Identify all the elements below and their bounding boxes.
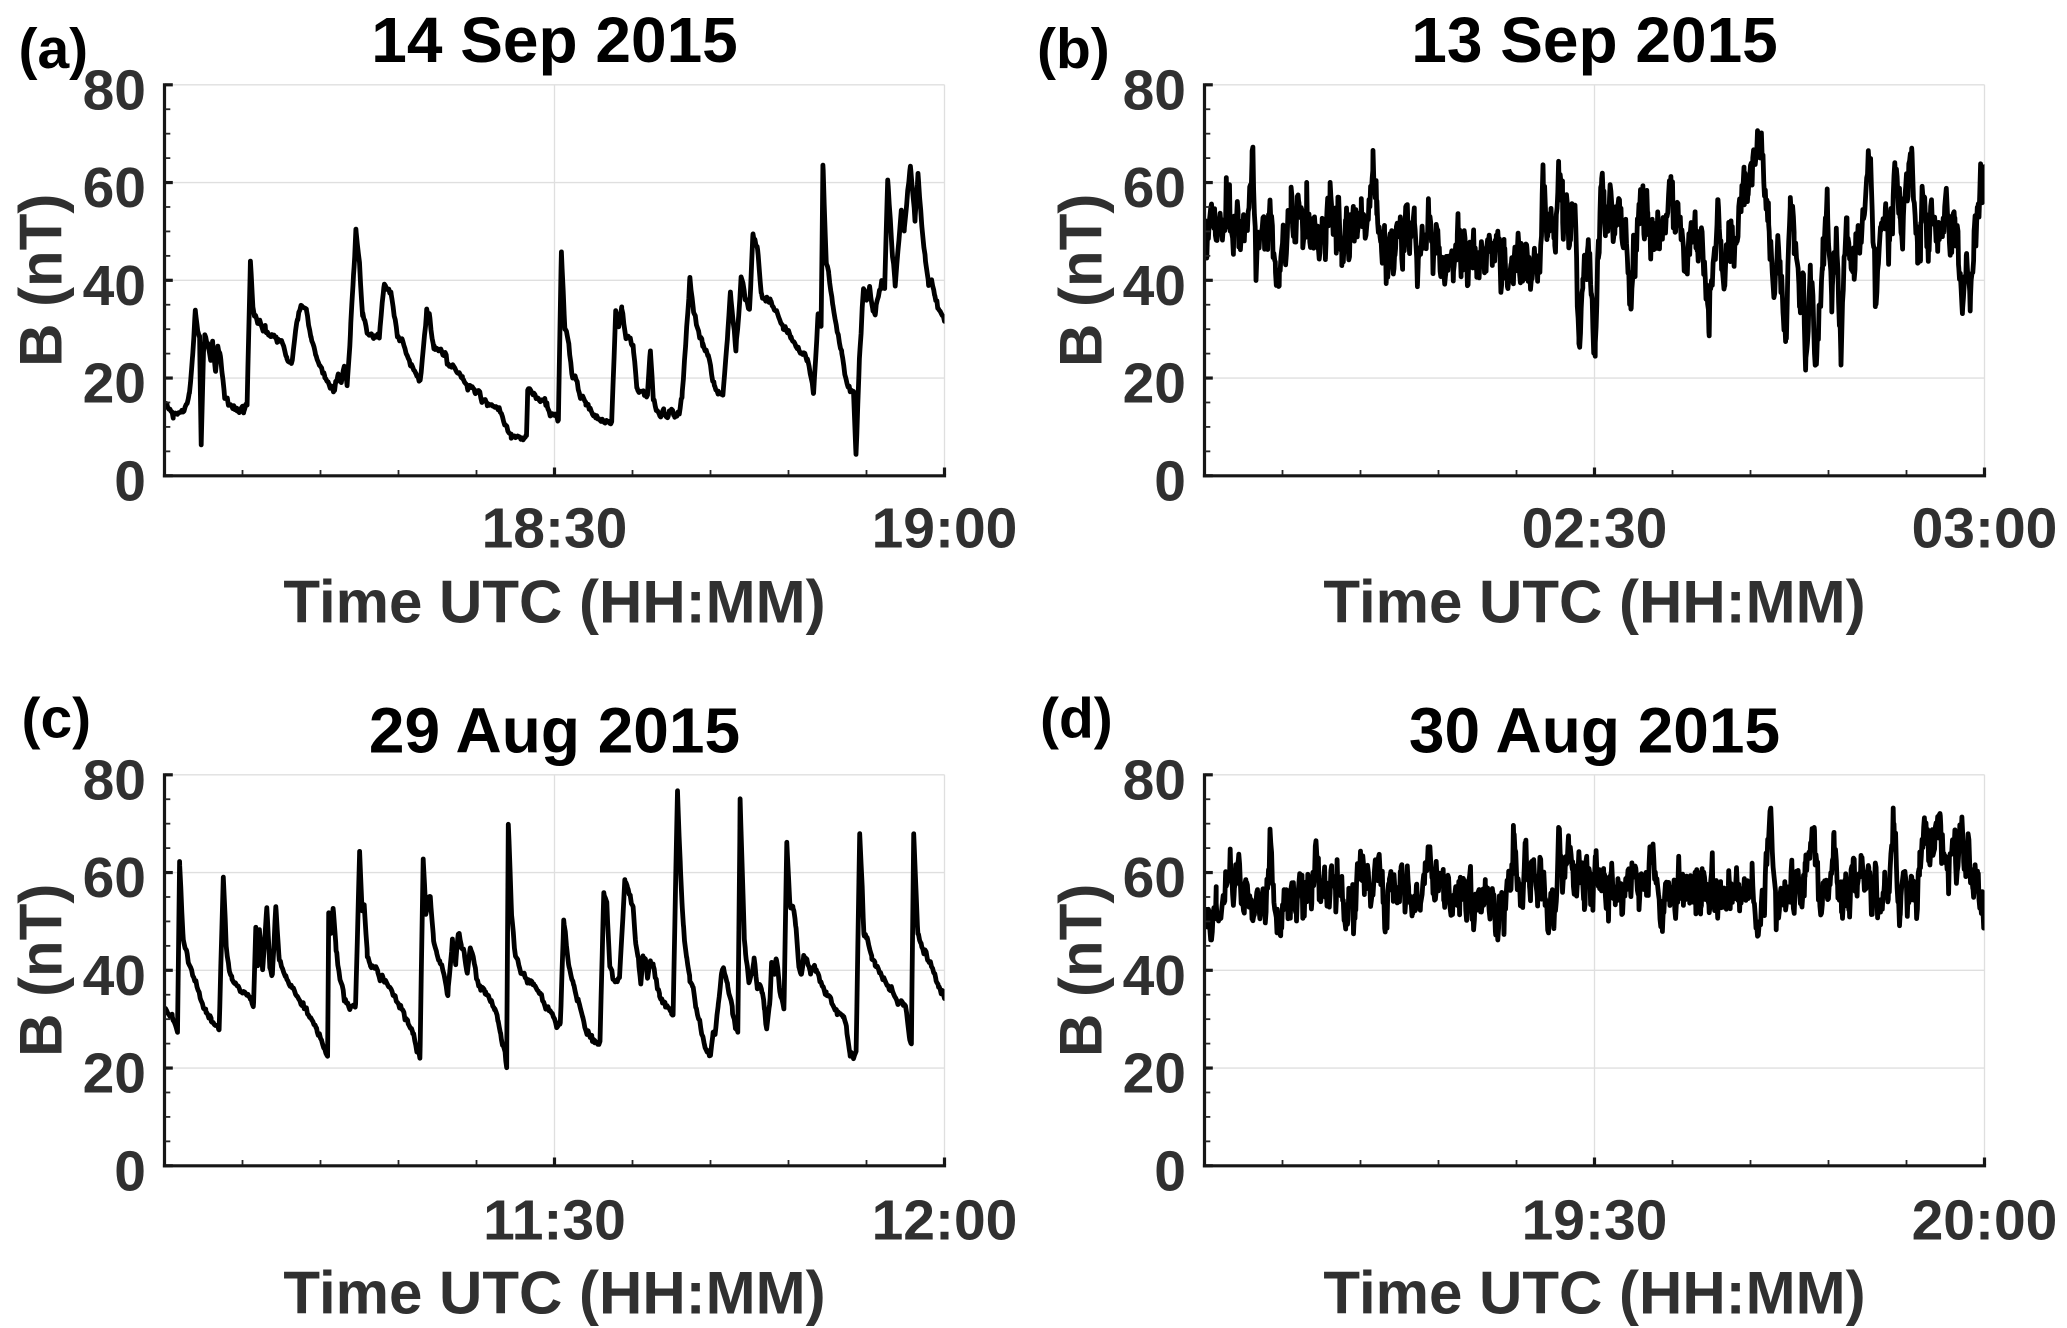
svg-text:20:00: 20:00 <box>1912 1189 2058 1253</box>
svg-text:0: 0 <box>1154 449 1186 513</box>
svg-text:03:00: 03:00 <box>1912 497 2058 561</box>
svg-text:13 Sep 2015: 13 Sep 2015 <box>1411 4 1778 76</box>
svg-text:80: 80 <box>1123 748 1186 812</box>
svg-text:40: 40 <box>83 944 146 1008</box>
svg-text:(c): (c) <box>22 687 92 751</box>
svg-text:0: 0 <box>114 1139 146 1203</box>
svg-text:60: 60 <box>1123 846 1186 910</box>
svg-text:11:30: 11:30 <box>483 1189 626 1253</box>
svg-text:80: 80 <box>1123 58 1186 122</box>
svg-text:80: 80 <box>83 748 146 812</box>
svg-text:40: 40 <box>1123 944 1186 1008</box>
svg-text:(a): (a) <box>19 17 89 81</box>
svg-text:80: 80 <box>83 58 146 122</box>
svg-text:19:00: 19:00 <box>872 497 1018 561</box>
svg-text:02:30: 02:30 <box>1522 497 1668 561</box>
svg-text:30 Aug 2015: 30 Aug 2015 <box>1409 695 1780 767</box>
svg-text:0: 0 <box>1154 1139 1186 1203</box>
svg-text:12:00: 12:00 <box>872 1189 1018 1253</box>
svg-text:0: 0 <box>114 449 146 513</box>
svg-text:Time UTC (HH:MM): Time UTC (HH:MM) <box>1323 569 1865 636</box>
svg-text:14 Sep 2015: 14 Sep 2015 <box>371 4 738 76</box>
svg-text:40: 40 <box>83 254 146 318</box>
svg-text:20: 20 <box>1123 352 1186 416</box>
svg-text:18:30: 18:30 <box>482 497 628 561</box>
svg-text:19:30: 19:30 <box>1522 1189 1668 1253</box>
svg-text:60: 60 <box>1123 156 1186 220</box>
svg-text:Time UTC (HH:MM): Time UTC (HH:MM) <box>283 569 825 636</box>
svg-text:20: 20 <box>83 1042 146 1106</box>
svg-text:B (nT): B (nT) <box>8 884 75 1057</box>
svg-text:Time UTC (HH:MM): Time UTC (HH:MM) <box>283 1260 825 1327</box>
svg-text:B (nT): B (nT) <box>1048 884 1115 1057</box>
svg-text:20: 20 <box>1123 1042 1186 1106</box>
svg-text:B (nT): B (nT) <box>8 194 75 367</box>
svg-text:B (nT): B (nT) <box>1048 194 1115 367</box>
svg-text:20: 20 <box>83 352 146 416</box>
svg-text:Time UTC (HH:MM): Time UTC (HH:MM) <box>1323 1260 1865 1327</box>
svg-text:(b): (b) <box>1037 17 1110 81</box>
svg-text:60: 60 <box>83 846 146 910</box>
svg-text:29 Aug 2015: 29 Aug 2015 <box>369 695 740 767</box>
svg-text:40: 40 <box>1123 254 1186 318</box>
svg-text:(d): (d) <box>1040 687 1113 751</box>
svg-text:60: 60 <box>83 156 146 220</box>
